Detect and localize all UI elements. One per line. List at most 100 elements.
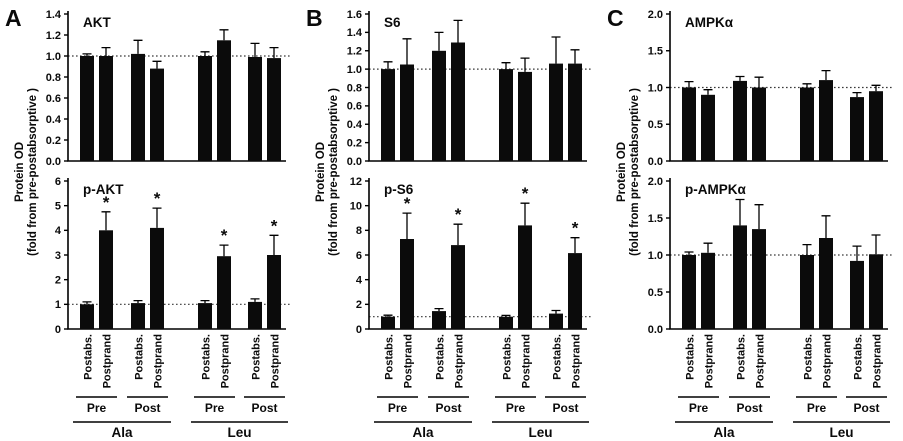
y-tick-label: 10 xyxy=(350,200,362,212)
bar-label: Postabs. xyxy=(435,334,447,380)
y-tick-label: 1.2 xyxy=(46,30,61,42)
y-tick-label: 0.0 xyxy=(648,324,663,336)
bar xyxy=(198,56,212,161)
bar xyxy=(80,304,94,329)
y-tick-label: 0.4 xyxy=(347,119,363,131)
bar-label: Postprand xyxy=(220,334,232,388)
panel-svg: B Protein OD(fold from pre-postabsorptive… xyxy=(306,5,593,440)
bar xyxy=(381,69,395,161)
error-bar xyxy=(269,46,279,59)
bar xyxy=(131,53,145,161)
bar xyxy=(248,301,262,329)
bar-label: Postabs. xyxy=(201,334,213,380)
chart-title: AKT xyxy=(83,15,111,30)
error-bar xyxy=(551,309,561,314)
y-tick-label: 1.5 xyxy=(648,213,663,225)
bar-label: Postabs. xyxy=(134,334,146,380)
error-bar xyxy=(402,38,412,65)
y-tick-label: 0.2 xyxy=(347,137,362,149)
y-tick-label: 4 xyxy=(356,274,363,286)
y-tick-label: 2 xyxy=(356,299,362,311)
y-axis-title: Protein OD(fold from pre-postabsorptive … xyxy=(315,88,340,256)
treatment-label: Leu xyxy=(528,425,552,440)
bar-label: Postprand xyxy=(704,334,716,388)
y-tick-label: 0.0 xyxy=(648,156,663,168)
bar xyxy=(701,94,715,161)
error-bar xyxy=(250,42,260,57)
chart-title: p-S6 xyxy=(384,182,414,197)
error-bar xyxy=(219,29,229,41)
group-label: Pre xyxy=(807,401,827,415)
error-bar xyxy=(684,80,694,88)
bar xyxy=(819,80,833,161)
error-bar xyxy=(501,314,511,317)
error-bar xyxy=(570,49,580,64)
bar xyxy=(752,87,766,161)
panel-b: B Protein OD(fold from pre-postabsorptive… xyxy=(301,0,602,441)
bar-label: Postabs. xyxy=(251,334,263,380)
y-tick-label: 0 xyxy=(356,324,362,336)
bar xyxy=(451,245,465,329)
treatment-label: Leu xyxy=(829,425,853,440)
bar xyxy=(701,252,715,329)
bar-label: Postabs. xyxy=(384,334,396,380)
bar-label: Postprand xyxy=(822,334,834,388)
bar-label: Postprand xyxy=(755,334,767,388)
error-bar xyxy=(871,84,881,92)
bar-label: Postabs. xyxy=(853,334,865,380)
y-tick-label: 0 xyxy=(55,324,61,336)
panel-a: A Protein OD(fold from pre-postabsorptive… xyxy=(0,0,301,441)
y-tick-label: 8 xyxy=(356,225,362,237)
group-label: Pre xyxy=(205,401,225,415)
bar xyxy=(267,58,281,161)
significance-star: * xyxy=(154,189,161,208)
group-label: Post xyxy=(552,401,578,415)
chart-title: AMPKα xyxy=(685,15,734,30)
chart-title: p-AKT xyxy=(83,182,124,197)
bar xyxy=(499,69,513,161)
error-bar xyxy=(520,57,530,72)
error-bar xyxy=(453,19,463,43)
y-tick-label: 0.0 xyxy=(347,156,362,168)
error-bar xyxy=(133,39,143,54)
bar xyxy=(568,253,582,329)
chart-title: p-AMPKα xyxy=(685,182,746,197)
error-bar xyxy=(152,60,162,69)
bar xyxy=(869,254,883,329)
y-tick-label: 0.2 xyxy=(46,135,61,147)
bar-label: Postabs. xyxy=(552,334,564,380)
error-bar xyxy=(453,223,463,246)
error-bar xyxy=(434,307,444,312)
error-bar xyxy=(501,62,511,70)
error-bar xyxy=(434,31,444,51)
bar-label: Postabs. xyxy=(83,334,95,380)
bar-label: Postprand xyxy=(102,334,114,388)
bar xyxy=(518,71,532,161)
significance-star: * xyxy=(271,216,278,235)
bar xyxy=(80,56,94,161)
treatment-label: Ala xyxy=(412,425,434,440)
error-bar xyxy=(101,46,111,56)
error-bar xyxy=(402,212,412,239)
bar xyxy=(131,303,145,329)
y-tick-label: 1.2 xyxy=(347,46,362,58)
y-axis-title: Protein OD(fold from pre-postabsorptive … xyxy=(14,88,39,256)
group-label: Post xyxy=(853,401,879,415)
error-bar xyxy=(219,244,229,257)
y-tick-label: 1.4 xyxy=(347,27,363,39)
error-bar xyxy=(269,234,279,255)
error-bar xyxy=(684,251,694,255)
y-tick-label: 0.8 xyxy=(347,82,362,94)
bar xyxy=(682,87,696,161)
bar xyxy=(869,91,883,161)
significance-star: * xyxy=(221,226,228,245)
y-tick-label: 0.6 xyxy=(347,101,362,113)
group-label: Pre xyxy=(689,401,709,415)
y-tick-label: 0.8 xyxy=(46,72,61,84)
bar xyxy=(819,238,833,329)
y-axis-title: Protein OD(fold from pre-postabsorptive … xyxy=(616,88,641,256)
error-bar xyxy=(871,234,881,255)
bar-label: Postprand xyxy=(872,334,884,388)
bar xyxy=(800,255,814,329)
bar xyxy=(217,40,231,162)
